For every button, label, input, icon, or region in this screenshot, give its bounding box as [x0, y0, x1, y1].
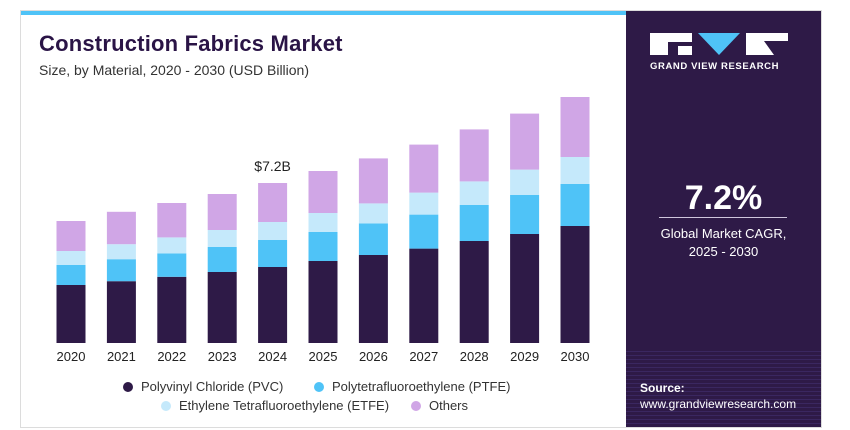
bar-segment-2025-s3 — [308, 171, 338, 213]
bars-group — [56, 97, 590, 343]
bar-segment-2029-s1 — [510, 195, 540, 234]
x-tick-label-2028: 2028 — [460, 349, 489, 364]
legend-swatch-others — [411, 400, 421, 411]
bar-segment-2028-s0 — [459, 241, 489, 343]
cagr-divider — [659, 217, 787, 218]
accent-top-bar — [21, 11, 626, 15]
bar-segment-2020-s2 — [56, 251, 86, 265]
bar-segment-2020-s0 — [56, 285, 86, 343]
x-tick-label-2029: 2029 — [510, 349, 539, 364]
brand-side-panel: GRAND VIEW RESEARCH 7.2% Global Market C… — [626, 11, 821, 427]
bar-segment-2026-s3 — [358, 158, 388, 204]
bar-segment-2028-s1 — [459, 205, 489, 241]
cagr-label: Global Market CAGR, 2025 - 2030 — [626, 225, 821, 261]
x-tick-label-2021: 2021 — [107, 349, 136, 364]
bar-segment-2025-s0 — [308, 261, 338, 343]
legend-label-others: Others — [429, 398, 469, 413]
bar-segment-2021-s1 — [106, 259, 136, 282]
bar-segment-2027-s0 — [409, 248, 439, 343]
legend-item-etfe: Ethylene Tetrafluoroethylene (ETFE) — [161, 398, 389, 413]
bar-segment-2023-s2 — [207, 230, 237, 247]
x-tick-label-2026: 2026 — [359, 349, 388, 364]
bar-segment-2022-s3 — [157, 203, 187, 238]
bar-segment-2029-s0 — [510, 234, 540, 343]
logo-r-mark — [746, 33, 788, 55]
infographic-card: Construction Fabrics Market Size, by Mat… — [20, 10, 822, 428]
bar-segment-2021-s2 — [106, 244, 136, 260]
chart-title: Construction Fabrics Market — [39, 31, 343, 56]
logo-g-mark — [650, 33, 692, 55]
bar-segment-2028-s3 — [459, 129, 489, 182]
annotations-group: $7.2B — [254, 158, 291, 174]
bar-segment-2029-s2 — [510, 169, 540, 195]
legend-item-pvc: Polyvinyl Chloride (PVC) — [123, 379, 283, 394]
legend-label-ptfe: Polytetrafluoroethylene (PTFE) — [332, 379, 511, 394]
logo-v-mark — [698, 33, 740, 55]
bar-segment-2030-s3 — [560, 97, 590, 157]
bar-segment-2024-s1 — [258, 240, 288, 267]
bar-segment-2027-s1 — [409, 214, 439, 249]
x-tick-label-2023: 2023 — [208, 349, 237, 364]
logo-marks — [650, 33, 800, 55]
bar-segment-2022-s1 — [157, 253, 187, 277]
bar-segment-2021-s3 — [106, 211, 136, 245]
bar-segment-2020-s3 — [56, 221, 86, 251]
bar-segment-2022-s2 — [157, 237, 187, 254]
legend-swatch-ptfe — [314, 381, 324, 392]
legend-swatch-etfe — [161, 400, 171, 411]
bar-segment-2025-s2 — [308, 213, 338, 232]
bar-segment-2021-s0 — [106, 281, 136, 343]
source-link[interactable]: www.grandviewresearch.com — [640, 397, 797, 411]
cagr-value: 7.2% — [684, 179, 763, 217]
bar-segment-2022-s0 — [157, 276, 187, 343]
brand-logo: GRAND VIEW RESEARCH — [650, 33, 800, 72]
bar-segment-2024-s2 — [258, 222, 288, 240]
legend-swatch-pvc — [123, 381, 133, 392]
bar-segment-2025-s1 — [308, 232, 338, 261]
bar-segment-2029-s3 — [510, 113, 540, 170]
bar-segment-2023-s1 — [207, 247, 237, 272]
bar-segment-2020-s1 — [56, 265, 86, 285]
x-tick-label-2030: 2030 — [561, 349, 590, 364]
bar-segment-2026-s1 — [358, 223, 388, 255]
bar-segment-2023-s0 — [207, 272, 237, 343]
bar-segment-2026-s2 — [358, 203, 388, 224]
stacked-bar-chart: 2020 2021 2022 2023 2024 2025 2026 2027 2028 2029… — [56, 97, 590, 364]
x-tick-label-2025: 2025 — [309, 349, 338, 364]
bar-segment-2027-s2 — [409, 192, 439, 215]
cagr-label-line1: Global Market CAGR, — [660, 226, 787, 241]
bar-segment-2027-s3 — [409, 144, 439, 193]
legend-item-ptfe: Polytetrafluoroethylene (PTFE) — [314, 379, 510, 394]
bar-segment-2030-s2 — [560, 157, 590, 184]
x-tick-label-2024: 2024 — [258, 349, 287, 364]
bar-segment-2023-s3 — [207, 194, 237, 230]
x-tick-label-2027: 2027 — [409, 349, 438, 364]
data-label-2024: $7.2B — [254, 158, 291, 174]
legend-label-pvc: Polyvinyl Chloride (PVC) — [141, 379, 284, 394]
cagr-label-line2: 2025 - 2030 — [688, 244, 759, 259]
bar-segment-2028-s2 — [459, 181, 489, 205]
legend-label-etfe: Ethylene Tetrafluoroethylene (ETFE) — [179, 398, 390, 413]
legend-item-others: Others — [411, 398, 468, 413]
bar-segment-2030-s1 — [560, 184, 590, 226]
source-area: Source: www.grandviewresearch.com — [626, 351, 821, 427]
bar-segment-2024-s0 — [258, 267, 288, 343]
bar-segment-2030-s0 — [560, 226, 590, 343]
brand-name: GRAND VIEW RESEARCH — [650, 61, 780, 72]
bar-segment-2026-s0 — [358, 255, 388, 343]
x-tick-label-2020: 2020 — [57, 349, 86, 364]
chart-subtitle: Size, by Material, 2020 - 2030 (USD Bill… — [39, 62, 310, 78]
x-axis-labels: 2020 2021 2022 2023 2024 2025 2026 2027 2028 2029… — [57, 349, 590, 364]
bar-segment-2024-s3 — [258, 183, 288, 222]
source-title: Source: — [640, 381, 685, 395]
x-tick-label-2022: 2022 — [157, 349, 186, 364]
